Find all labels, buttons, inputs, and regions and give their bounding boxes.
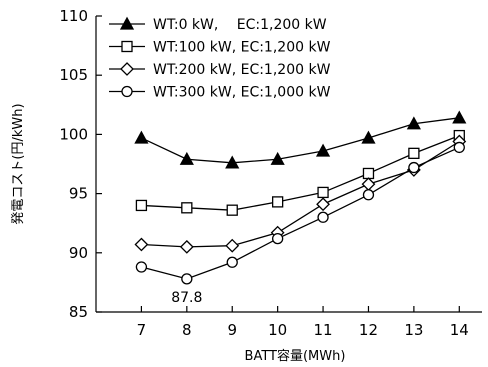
data-point <box>270 151 285 165</box>
legend-marker <box>119 16 135 30</box>
data-point <box>179 239 194 254</box>
x-tick-label: 9 <box>227 321 237 339</box>
legend-label: WT:200 kW, EC:1,200 kW <box>153 62 331 78</box>
legend-label: WT:100 kW, EC:1,200 kW <box>153 40 331 56</box>
series-line <box>141 146 460 280</box>
data-point <box>317 186 329 199</box>
legend-marker <box>121 40 133 53</box>
x-tick-label: 14 <box>450 321 469 339</box>
data-point <box>134 237 149 252</box>
x-tick-label: 12 <box>359 321 378 339</box>
series-line <box>141 117 460 164</box>
data-point <box>226 256 238 268</box>
data-point <box>316 197 330 212</box>
y-axis-title: 発電コスト(円/kWh) <box>11 103 26 224</box>
y-tick-label: 90 <box>69 244 88 262</box>
data-point <box>361 130 376 144</box>
data-point <box>362 167 375 180</box>
data-point <box>179 151 194 165</box>
data-point <box>408 161 420 174</box>
series-group <box>134 110 467 285</box>
y-tick-label: 110 <box>59 7 88 25</box>
y-tick-label: 105 <box>59 66 88 84</box>
data-point <box>317 211 329 223</box>
data-point <box>361 177 376 192</box>
legend-item: WT:200 kW, EC:1,200 kW <box>109 62 331 78</box>
x-tick-label: 10 <box>268 321 287 339</box>
y-tick-label: 100 <box>59 125 88 143</box>
x-tick-label: 11 <box>314 321 333 339</box>
legend-label: WT:300 kW, EC:1,000 kW <box>153 85 331 101</box>
x-axis-title: BATT容量(MWh) <box>245 348 346 364</box>
data-point <box>406 116 421 130</box>
legend-label: WT:0 kW, EC:1,200 kW <box>153 17 327 33</box>
data-point <box>181 202 193 214</box>
series-4 <box>135 141 465 285</box>
series-1 <box>134 110 467 169</box>
legend-marker <box>121 85 133 98</box>
data-point <box>408 147 420 159</box>
legend-item: WT:0 kW, EC:1,200 kW <box>109 16 327 33</box>
legend-item: WT:100 kW, EC:1,200 kW <box>109 40 331 56</box>
data-point <box>134 130 149 144</box>
y-tick-label: 85 <box>69 303 88 321</box>
y-tick-label: 95 <box>69 185 88 203</box>
data-point <box>181 273 193 285</box>
axes: 85 90 95 100 105 110 7 8 9 10 11 12 13 14 <box>59 7 482 339</box>
data-point <box>452 110 467 124</box>
data-point <box>226 204 238 216</box>
legend: WT:0 kW, EC:1,200 kW WT:100 kW, EC:1,200 … <box>109 16 331 101</box>
legend-item: WT:300 kW, EC:1,000 kW <box>109 85 331 101</box>
data-point <box>271 232 284 245</box>
data-point <box>453 141 465 154</box>
data-point <box>225 155 240 169</box>
x-tick-label: 7 <box>137 321 147 339</box>
annotations: 87.8 <box>171 290 202 306</box>
series-2 <box>135 129 465 216</box>
x-tick-label: 8 <box>182 321 192 339</box>
annotation-label: 87.8 <box>171 290 202 306</box>
data-point <box>135 261 148 273</box>
legend-marker <box>120 62 134 76</box>
data-point <box>271 196 284 208</box>
data-point <box>315 143 331 157</box>
x-tick-label: 13 <box>404 321 423 339</box>
data-point <box>135 199 148 212</box>
data-point <box>225 238 240 253</box>
series-line <box>141 134 460 211</box>
data-point <box>362 189 375 201</box>
